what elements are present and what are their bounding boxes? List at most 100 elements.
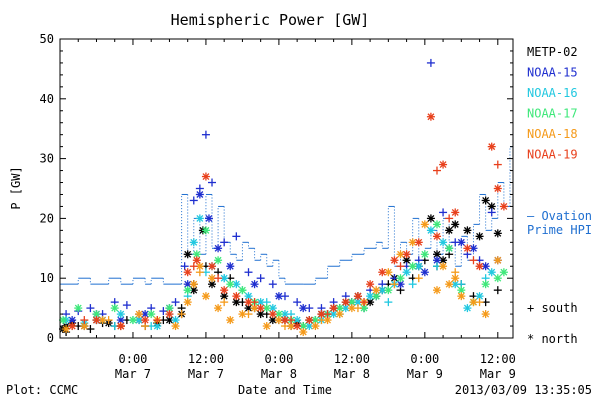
point-noaa-18-north: [183, 298, 192, 307]
point-noaa-15-north: [299, 304, 308, 313]
point-noaa-18-north: [274, 316, 283, 325]
point-noaa-19-south: [432, 166, 441, 175]
point-noaa-19-south: [214, 274, 223, 283]
point-noaa-19-south: [445, 214, 454, 223]
y-axis-label: P [GW]: [9, 166, 23, 209]
point-noaa-15-south: [439, 208, 448, 217]
point-noaa-15-south: [208, 178, 217, 187]
legend-noaa-15: NOAA-15: [527, 66, 578, 80]
point-noaa-15-south: [426, 58, 435, 67]
point-noaa-18-north: [238, 310, 247, 319]
point-metp-02-north: [451, 220, 460, 229]
y-tick-label: 20: [40, 211, 54, 225]
point-noaa-17-north: [262, 304, 271, 313]
point-noaa-19-north: [475, 262, 484, 271]
point-metp-02-south: [493, 286, 502, 295]
legend-north: * north: [527, 332, 578, 346]
point-noaa-15-south: [171, 298, 180, 307]
point-noaa-18-north: [226, 316, 235, 325]
point-noaa-18-north: [62, 325, 71, 334]
point-noaa-19-north: [341, 298, 350, 307]
point-noaa-15-south: [244, 268, 253, 277]
point-noaa-15-south: [189, 196, 198, 205]
point-noaa-18-south: [475, 298, 484, 307]
point-noaa-17-north: [457, 286, 466, 295]
point-noaa-19-south: [360, 298, 369, 307]
point-noaa-19-north: [432, 232, 441, 241]
x-tick-time: 0:00: [264, 352, 293, 366]
point-noaa-17-north: [74, 304, 83, 313]
point-noaa-15-north: [250, 280, 259, 289]
point-noaa-19-north: [220, 286, 229, 295]
point-noaa-17-north: [372, 292, 381, 301]
point-noaa-18-north: [201, 292, 210, 301]
x-tick-time: 0:00: [119, 352, 148, 366]
legend-noaa-16: NOAA-16: [527, 86, 578, 100]
point-noaa-19-north: [68, 322, 77, 331]
point-noaa-19-south: [493, 160, 502, 169]
point-noaa-16-north: [366, 292, 375, 301]
point-noaa-17-north: [201, 226, 210, 235]
point-noaa-15-south: [256, 274, 265, 283]
legend-metp-02: METP-02: [527, 45, 578, 59]
y-tick-label: 40: [40, 92, 54, 106]
point-noaa-17-north: [384, 286, 393, 295]
point-noaa-19-north: [426, 112, 435, 121]
point-noaa-19-north: [92, 316, 101, 325]
legend-ovation-line: Prime HPI: [527, 223, 592, 237]
point-noaa-16-north: [116, 310, 125, 319]
point-noaa-19-south: [116, 322, 125, 331]
point-noaa-19-south: [396, 262, 405, 271]
point-noaa-18-north: [135, 310, 144, 319]
satellite-points: [59, 58, 508, 337]
point-noaa-19-north: [329, 304, 338, 313]
point-noaa-18-north: [493, 256, 502, 265]
legend-noaa-17: NOAA-17: [527, 107, 578, 121]
y-tick-label: 10: [40, 271, 54, 285]
point-noaa-18-north: [311, 322, 320, 331]
point-noaa-19-north: [439, 160, 448, 169]
x-tick-date: Mar 8: [334, 367, 370, 381]
point-noaa-18-south: [244, 310, 253, 319]
point-noaa-18-north: [262, 322, 271, 331]
point-noaa-16-north: [195, 214, 204, 223]
point-metp-02-north: [475, 232, 484, 241]
point-noaa-17-north: [481, 280, 490, 289]
point-noaa-15-south: [220, 238, 229, 247]
point-noaa-16-north: [402, 268, 411, 277]
point-noaa-19-north: [183, 268, 192, 277]
point-noaa-17-north: [493, 274, 502, 283]
point-noaa-17-north: [396, 274, 405, 283]
point-noaa-18-south: [414, 274, 423, 283]
y-tick-label: 0: [47, 331, 54, 345]
legend-noaa-18: NOAA-18: [527, 127, 578, 141]
point-noaa-15-south: [201, 130, 210, 139]
point-noaa-19-north: [463, 244, 472, 253]
y-tick-label: 30: [40, 152, 54, 166]
point-noaa-18-north: [457, 292, 466, 301]
point-noaa-19-south: [323, 310, 332, 319]
point-noaa-19-north: [192, 256, 201, 265]
point-noaa-17-north: [110, 304, 119, 313]
x-tick-date: Mar 9: [407, 367, 443, 381]
point-noaa-18-south: [353, 304, 362, 313]
point-noaa-18-south: [220, 298, 229, 307]
point-noaa-19-north: [305, 316, 314, 325]
point-noaa-17-north: [432, 220, 441, 229]
x-tick-date: Mar 7: [188, 367, 224, 381]
point-noaa-16-south: [384, 298, 393, 307]
point-noaa-19-north: [141, 316, 150, 325]
point-noaa-16-north: [426, 226, 435, 235]
point-noaa-19-north: [366, 280, 375, 289]
legend-noaa-19: NOAA-19: [527, 148, 578, 162]
point-noaa-17-north: [238, 286, 247, 295]
point-noaa-15-south: [86, 304, 95, 313]
point-noaa-19-north: [232, 292, 241, 301]
point-noaa-17-north: [214, 256, 223, 265]
x-tick-date: Mar 8: [261, 367, 297, 381]
point-noaa-15-north: [469, 244, 478, 253]
point-metp-02-south: [86, 325, 95, 334]
point-metp-02-north: [445, 226, 454, 235]
point-noaa-18-south: [390, 280, 399, 289]
